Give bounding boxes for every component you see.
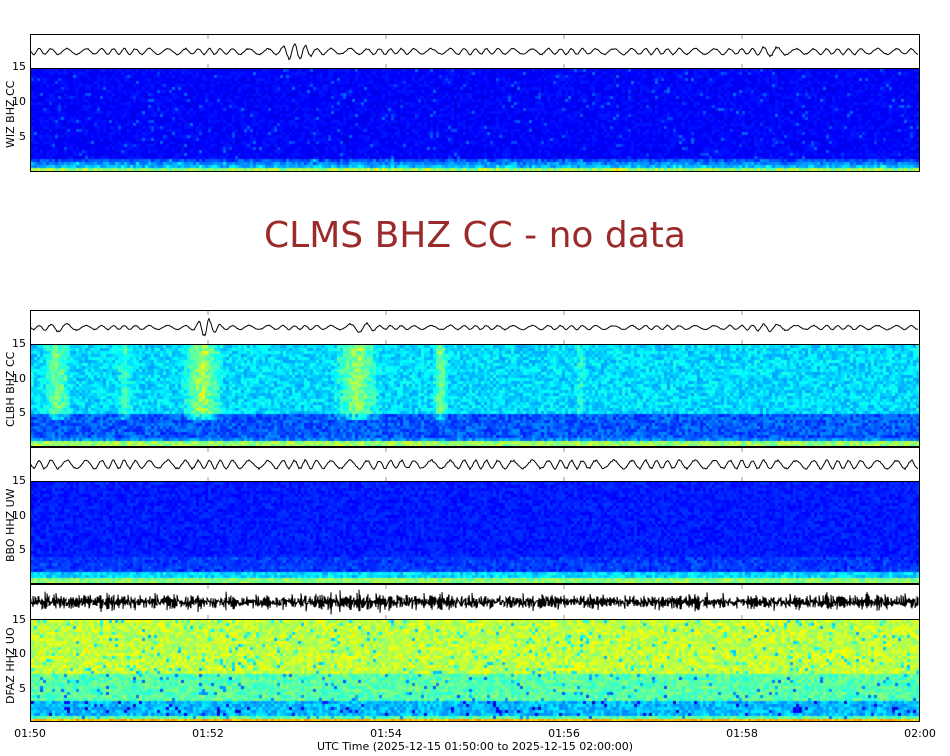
ytick-10: 10	[12, 647, 26, 660]
waveform-clbh	[30, 310, 920, 345]
ytick-10: 10	[12, 509, 26, 522]
no-data-message-clms: CLMS BHZ CC - no data	[264, 215, 686, 256]
waveform-trace	[31, 448, 919, 481]
waveform-bbo	[30, 447, 920, 482]
spectrogram-clbh	[30, 344, 920, 447]
xtick-0154: 01:54	[370, 727, 402, 740]
station-label-dfaz: DFAZ HHZ UO	[4, 627, 17, 704]
waveform-trace	[31, 35, 919, 68]
x-axis-label: UTC Time (2025-12-15 01:50:00 to 2025-12…	[317, 740, 633, 753]
ytick-15: 15	[12, 60, 26, 73]
ytick-15: 15	[12, 613, 26, 626]
ytick-15: 15	[12, 474, 26, 487]
ytick-5: 5	[19, 406, 26, 419]
station-label-clbh: CLBH BHZ CC	[4, 351, 17, 427]
ytick-5: 5	[19, 682, 26, 695]
xtick-0158: 01:58	[726, 727, 758, 740]
xtick-0156: 01:56	[548, 727, 580, 740]
ytick-10: 10	[12, 95, 26, 108]
station-label-bbo: BBO HHZ UW	[4, 488, 17, 562]
station-label-wiz: WIZ BHZ CC	[4, 80, 17, 148]
spectrogram-bbo	[30, 481, 920, 584]
waveform-wiz	[30, 34, 920, 69]
ytick-15: 15	[12, 337, 26, 350]
ytick-5: 5	[19, 543, 26, 556]
ytick-10: 10	[12, 372, 26, 385]
spectrogram-dfaz	[30, 619, 920, 722]
xtick-0152: 01:52	[192, 727, 224, 740]
waveform-dfaz	[30, 584, 920, 620]
ytick-5: 5	[19, 130, 26, 143]
xtick-0200: 02:00	[904, 727, 936, 740]
waveform-trace	[31, 311, 918, 344]
xtick-0150: 01:50	[14, 727, 46, 740]
spectrogram-wiz	[30, 68, 920, 172]
waveform-trace	[31, 585, 919, 619]
